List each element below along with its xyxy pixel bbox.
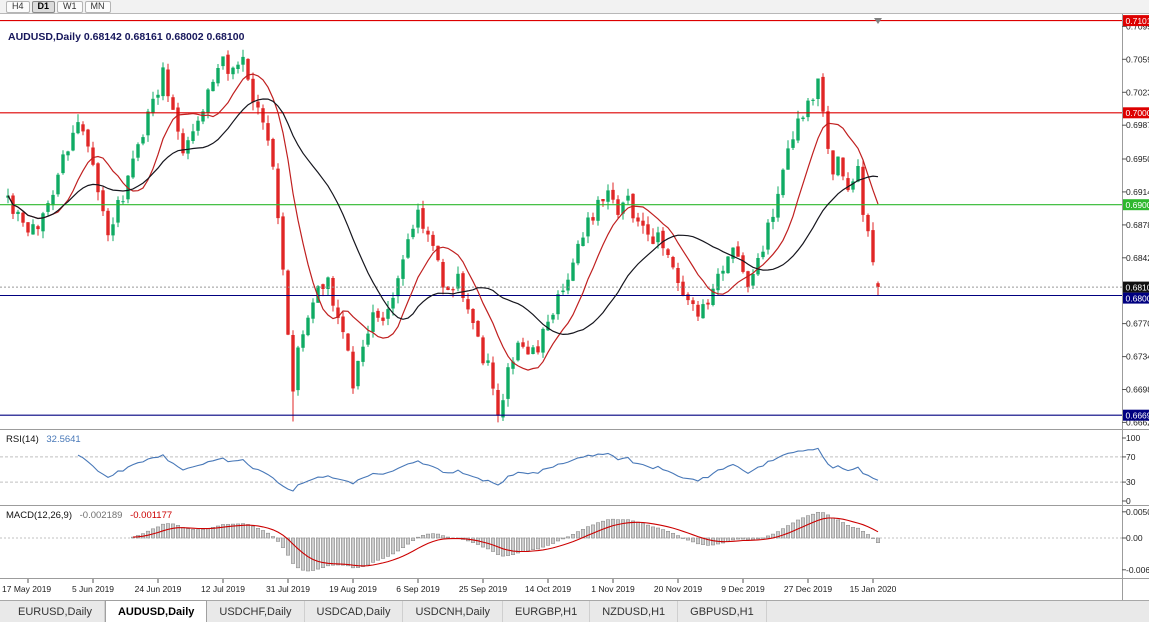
rsi-panel: 100 70 30 0 <box>0 433 1140 506</box>
chart-shift-marker-icon[interactable] <box>874 18 882 24</box>
svg-text:0.68008: 0.68008 <box>1126 293 1149 303</box>
svg-text:0.68780: 0.68780 <box>1126 220 1149 230</box>
timeframe-mn-button[interactable]: MN <box>84 0 111 13</box>
timeframe-toolbar: H4 D1 W1 MN <box>0 0 1149 14</box>
chart-title: AUDUSD,Daily 0.68142 0.68161 0.68002 0.6… <box>8 31 245 43</box>
svg-text:31 Jul 2019: 31 Jul 2019 <box>266 584 310 594</box>
candles <box>6 49 880 423</box>
tab-gbpusd-h1[interactable]: GBPUSD,H1 <box>678 601 767 622</box>
macd-signal-value: -0.001177 <box>130 510 172 521</box>
svg-text:19 Aug 2019: 19 Aug 2019 <box>329 584 377 594</box>
tab-audusd-daily[interactable]: AUDUSD,Daily <box>104 600 208 622</box>
svg-text:0.005076: 0.005076 <box>1126 507 1149 517</box>
svg-text:30: 30 <box>1126 477 1136 487</box>
svg-text:0.69001: 0.69001 <box>1126 200 1149 210</box>
date-axis[interactable]: 17 May 2019 5 Jun 2019 24 Jun 2019 12 Jul 2… <box>2 579 897 594</box>
svg-text:6 Sep 2019: 6 Sep 2019 <box>396 584 440 594</box>
svg-text:0.00: 0.00 <box>1126 533 1143 543</box>
tab-usdcnh-daily[interactable]: USDCNH,Daily <box>403 601 504 622</box>
svg-text:20 Nov 2019: 20 Nov 2019 <box>654 584 702 594</box>
macd-indicator-label: MACD(12,26,9) -0.002189 -0.001177 <box>6 510 172 521</box>
svg-text:0: 0 <box>1126 496 1131 506</box>
chart-tab-bar: EURUSD,Daily AUDUSD,Daily USDCHF,Daily U… <box>0 600 1149 622</box>
chart-plot-area[interactable]: 0.70950 0.70590 0.70230 0.69870 0.69500 0.691… <box>0 14 1149 600</box>
svg-text:70: 70 <box>1126 452 1136 462</box>
svg-text:0.68420: 0.68420 <box>1126 253 1149 263</box>
svg-text:-0.006148: -0.006148 <box>1126 565 1149 575</box>
macd-name: MACD(12,26,9) <box>6 510 72 521</box>
svg-text:0.70230: 0.70230 <box>1126 87 1149 97</box>
price-axis-markers: 0.71013 0.70005 0.69001 0.681000.68008 0.666… <box>1123 15 1149 421</box>
tab-usdchf-daily[interactable]: USDCHF,Daily <box>207 601 305 622</box>
svg-text:0.70005: 0.70005 <box>1126 108 1149 118</box>
panel-borders <box>0 14 1149 600</box>
moving-averages <box>7 73 879 371</box>
svg-text:25 Sep 2019: 25 Sep 2019 <box>459 584 507 594</box>
svg-text:14 Oct 2019: 14 Oct 2019 <box>525 584 572 594</box>
svg-text:17 May 2019: 17 May 2019 <box>2 584 51 594</box>
horizontal-price-lines[interactable] <box>0 20 1122 416</box>
svg-text:1 Nov 2019: 1 Nov 2019 <box>591 584 635 594</box>
svg-text:12 Jul 2019: 12 Jul 2019 <box>201 584 245 594</box>
svg-text:15 Jan 2020: 15 Jan 2020 <box>850 584 897 594</box>
svg-text:0.69140: 0.69140 <box>1126 187 1149 197</box>
svg-text:0.70590: 0.70590 <box>1126 54 1149 64</box>
svg-text:0.69870: 0.69870 <box>1126 120 1149 130</box>
svg-text:0.71013: 0.71013 <box>1126 16 1149 26</box>
rsi-name: RSI(14) <box>6 434 39 445</box>
price-axis[interactable]: 0.70950 0.70590 0.70230 0.69870 0.69500 0.691… <box>1122 21 1149 427</box>
timeframe-d1-button[interactable]: D1 <box>31 0 56 13</box>
svg-text:100: 100 <box>1126 433 1140 443</box>
tab-eurgbp-h1[interactable]: EURGBP,H1 <box>503 601 591 622</box>
tab-usdcad-daily[interactable]: USDCAD,Daily <box>305 601 404 622</box>
svg-text:0.66620: 0.66620 <box>1126 417 1149 427</box>
svg-text:0.70950: 0.70950 <box>1126 21 1149 31</box>
svg-text:0.66980: 0.66980 <box>1126 385 1149 395</box>
tab-eurusd-daily[interactable]: EURUSD,Daily <box>6 601 105 622</box>
macd-signal-line <box>132 517 879 567</box>
svg-text:0.69500: 0.69500 <box>1126 154 1149 164</box>
tab-nzdusd-h1[interactable]: NZDUSD,H1 <box>590 601 679 622</box>
timeframe-w1-button[interactable]: W1 <box>57 0 83 13</box>
rsi-indicator-label: RSI(14) 32.5641 <box>6 434 81 445</box>
svg-text:0.66699: 0.66699 <box>1126 410 1149 420</box>
svg-text:0.67700: 0.67700 <box>1126 319 1149 329</box>
macd-main-value: -0.002189 <box>80 510 123 521</box>
svg-text:0.67340: 0.67340 <box>1126 352 1149 362</box>
rsi-line <box>77 447 879 492</box>
rsi-value: 32.5641 <box>46 434 80 445</box>
timeframe-h4-button[interactable]: H4 <box>6 0 30 13</box>
svg-text:0.68100: 0.68100 <box>1126 282 1149 292</box>
macd-histogram <box>131 511 880 572</box>
chart-canvas[interactable]: 0.70950 0.70590 0.70230 0.69870 0.69500 0.691… <box>0 14 1149 600</box>
svg-text:24 Jun 2019: 24 Jun 2019 <box>135 584 182 594</box>
svg-text:5 Jun 2019: 5 Jun 2019 <box>72 584 114 594</box>
svg-text:9 Dec 2019: 9 Dec 2019 <box>721 584 765 594</box>
svg-text:27 Dec 2019: 27 Dec 2019 <box>784 584 832 594</box>
